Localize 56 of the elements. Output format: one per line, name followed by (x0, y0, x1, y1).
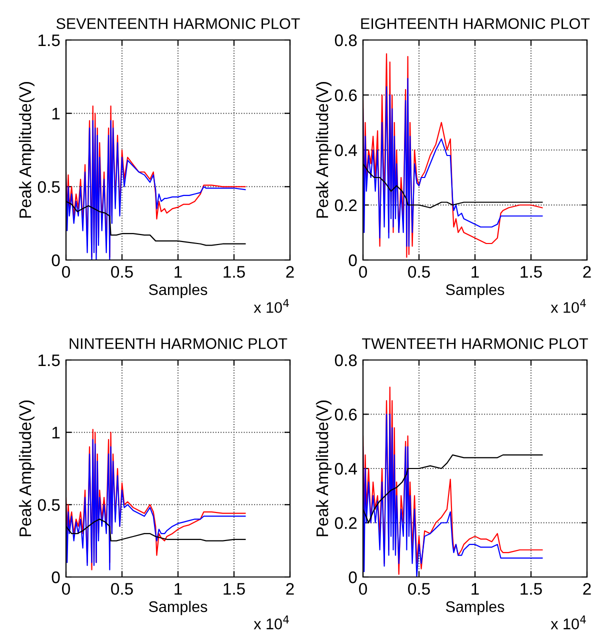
y-tick-label: 0 (52, 571, 60, 584)
x-tick-label: 2 (583, 266, 591, 278)
y-axis-title: Peak Amplitude(V) (18, 82, 34, 218)
line-series (363, 78, 543, 247)
y-tick-label: 0 (52, 254, 60, 266)
x-tick-label: 0 (359, 266, 367, 278)
y-tick-label: 0.2 (334, 517, 357, 529)
y-tick-label: 0.6 (334, 408, 357, 420)
y-tick-label: 0.8 (334, 354, 357, 366)
x-tick-label: 1.5 (520, 266, 542, 278)
chart-title: TWENTEETH HARMONIC PLOT (362, 338, 588, 350)
text: x 10$^{4}$ (550, 299, 586, 313)
x-tick-label: 1 (174, 266, 182, 278)
x-tick-label: 2 (583, 582, 591, 595)
x-tick-label: 0 (62, 266, 70, 278)
chart-title: SEVENTEENTH HARMONIC PLOT (56, 18, 300, 30)
x-tick-label: 0 (62, 582, 70, 595)
x-tick-label: 2 (286, 266, 294, 278)
x-tick-label: 1.5 (224, 266, 245, 278)
x-tick-label: 1 (472, 583, 479, 595)
x-tick-label: 0 (359, 582, 367, 595)
x-axis-title: Samples (148, 284, 208, 298)
y-tick-label: 1 (52, 426, 60, 438)
y-tick-label: 1 (52, 108, 60, 120)
y-tick-label: 0.6 (334, 89, 357, 102)
x-axis-title: Samples (148, 600, 208, 616)
y-tick-label: 1.5 (38, 354, 60, 366)
y-axis-title: Peak Amplitude(V) (316, 82, 332, 218)
y-tick-label: 0.4 (334, 144, 357, 156)
text: x 10$^{4}$ (550, 616, 586, 630)
x-tick-label: 0.5 (111, 266, 133, 278)
y-tick-label: 0.8 (334, 34, 357, 46)
x-tick-label: 2 (286, 582, 294, 595)
y-tick-label: 0 (348, 254, 357, 266)
chart-title: NINTEENTH HARMONIC PLOT (70, 338, 288, 350)
y-tick-label: 0.5 (38, 499, 60, 511)
x-tick-label: 1.5 (520, 583, 542, 595)
chart-title: EIGHTEENTH HARMONIC PLOT (361, 18, 590, 30)
x-tick-label: 1 (472, 266, 479, 278)
y-axis-title: Peak Amplitude(V) (18, 400, 34, 536)
y-tick-label: 1.5 (38, 34, 60, 46)
x-tick-label: 0.5 (408, 266, 430, 278)
x-tick-label: 1.5 (224, 583, 245, 595)
y-axis-title: Peak Amplitude(V) (316, 400, 332, 536)
x-axis-title: Samples (446, 600, 504, 616)
text: x 10$^{4}$ (254, 616, 289, 630)
text: x 10$^{4}$ (254, 299, 289, 313)
x-tick-label: 0.5 (408, 582, 430, 595)
line-series (363, 414, 543, 577)
y-tick-label: 0.4 (334, 462, 357, 475)
y-tick-label: 0.5 (38, 181, 60, 193)
x-axis-title: Samples (446, 284, 504, 298)
x-tick-label: 1 (174, 583, 182, 595)
x-tick-label: 0.5 (111, 582, 133, 595)
y-tick-label: 0.2 (334, 199, 357, 212)
y-tick-label: 0 (348, 571, 357, 584)
